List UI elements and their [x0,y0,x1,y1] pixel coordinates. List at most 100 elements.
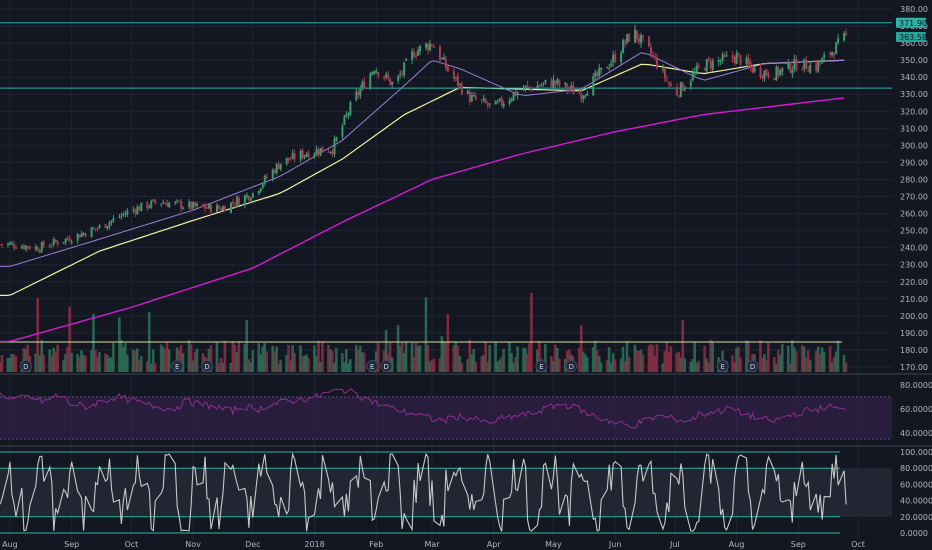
volume-bar [486,361,489,372]
candle-body [667,82,670,85]
candle-body [697,64,700,67]
y-tick-label: 340.00 [900,73,928,82]
volume-bar [737,346,740,372]
volume-bar [697,360,700,372]
stoch-tick-label: 60.0000 [900,480,932,489]
volume-bar [780,343,784,372]
x-tick-label: Sep [64,540,79,549]
volume-bar [424,297,428,372]
volume-bar [76,353,79,372]
volume-bar [731,355,734,372]
candle-body [20,246,23,249]
volume-bar [354,345,358,372]
volume-bar [514,357,517,372]
price-tag [896,31,926,42]
earnings-badge[interactable] [366,360,379,372]
volume-bar [34,353,38,372]
volume-bar [223,340,227,372]
dividend-badge[interactable] [201,360,214,372]
candle-body [831,52,834,56]
volume-bar [735,347,738,372]
candle-body [807,70,810,72]
candle-body [482,98,485,101]
volume-bar [765,359,768,372]
volume-bar [508,342,511,372]
candle-body [303,155,306,158]
candle-body [651,54,654,56]
candle-body [285,157,288,165]
candle-body [431,44,434,46]
candle-body [208,203,211,209]
volume-bar [691,358,694,372]
candle-body [675,87,678,95]
stoch-tick-label: 0.0000 [900,529,928,538]
candle-body [206,207,209,209]
dividend-badge[interactable] [565,360,578,372]
volume-bar [161,346,165,372]
dividend-badge[interactable] [19,360,32,372]
candle-body [243,195,246,206]
volume-bar [48,349,51,372]
candle-body [257,190,260,194]
candle-body [301,150,304,158]
candle-body [845,33,848,35]
volume-bar [800,344,804,372]
dividend-badge[interactable] [380,360,393,372]
badge-label: D [384,363,389,371]
volume-bar [398,345,402,372]
candle-body [649,47,652,55]
candle-body [313,153,316,157]
y-tick-label: 360.00 [900,39,928,48]
candle-body [586,93,589,96]
candle-body [166,202,169,207]
volume-bar [104,353,107,372]
candle-body [556,79,559,83]
candle-body [419,45,422,52]
volume-bar [217,363,221,372]
volume-bar [229,362,233,372]
volume-bar [263,343,266,372]
volume-bar [842,354,846,372]
volume-bar [438,358,442,372]
dividend-badge[interactable] [746,360,759,372]
volume-bar [305,354,308,372]
volume-bar [94,349,97,372]
earnings-badge[interactable] [535,360,548,372]
candle-body [397,76,400,81]
candle-body [440,58,443,60]
x-tick-label: Aug [2,540,18,549]
volume-bar [550,356,553,372]
earnings-badge[interactable] [171,360,184,372]
candle-body [693,71,696,74]
candle-body [425,43,428,48]
time-axis[interactable]: Aug Sep Oct Nov Dec 2018 Feb Mar Apr May Jun Jul Aug… [2,540,865,549]
candle-body [689,81,692,87]
earnings-badge[interactable] [716,360,729,372]
volume-bar [802,346,806,372]
volume-bar [804,357,808,372]
candle-body [138,206,141,211]
volume-bar [806,349,810,372]
candle-body [92,228,95,230]
candle-body [484,99,487,103]
candle-body [369,73,372,90]
candle-body [315,148,318,154]
volume-bar [6,357,10,372]
volume-bar [14,356,18,372]
candle-body [514,91,517,96]
candle-body [48,246,51,248]
volume-bar [56,344,59,372]
candle-body [709,61,712,69]
volume-bar [786,345,790,372]
candle-body [389,78,392,86]
volume-bar [773,357,776,372]
price-axis[interactable]: 380.00370.00360.00350.00340.00330.00320.… [900,5,928,372]
candle-body [508,100,511,104]
candle-body [795,58,798,71]
candle-body [94,228,97,230]
volume-bar [528,343,531,372]
candle-body [486,103,489,106]
candle-body [327,151,330,153]
